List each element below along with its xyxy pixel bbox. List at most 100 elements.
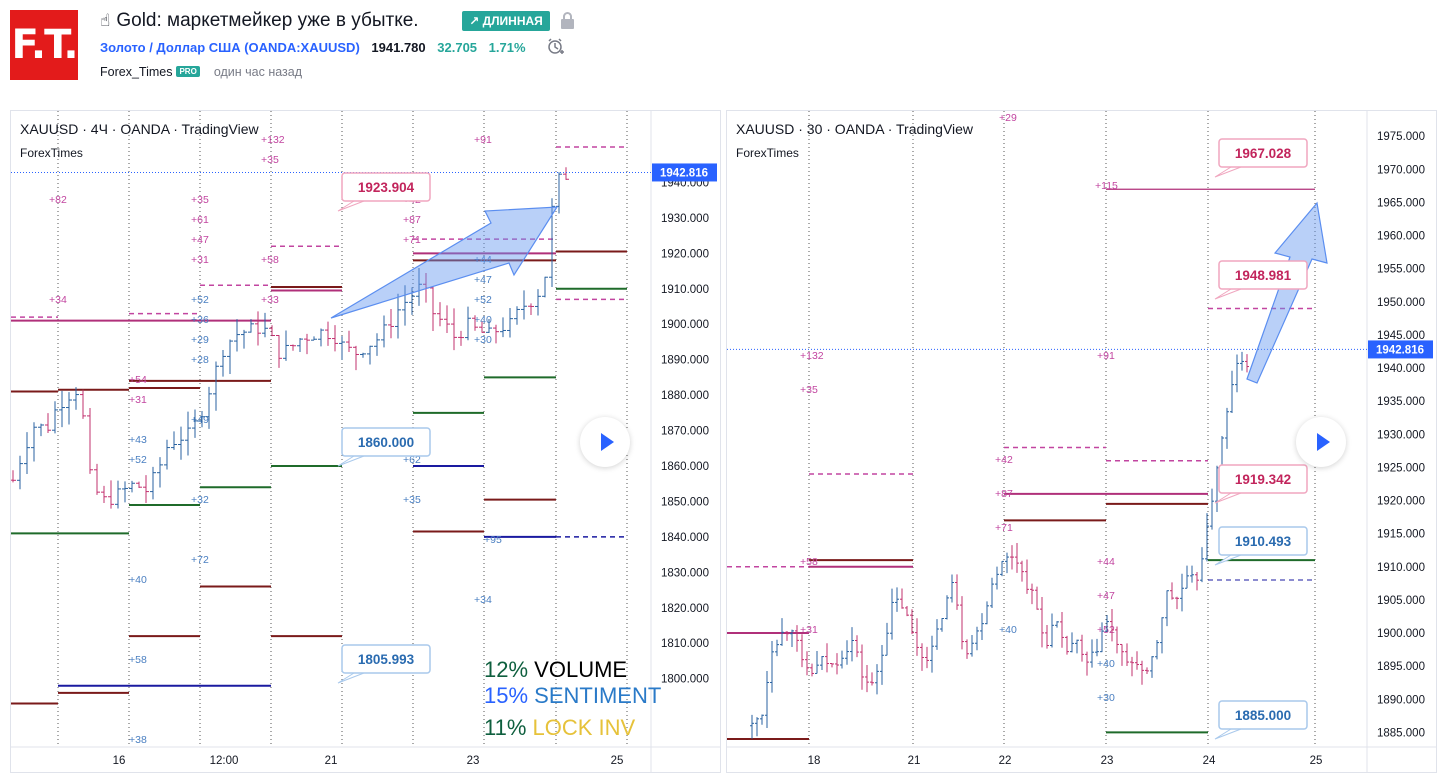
y-tick-label: 1955.000 (1377, 264, 1425, 276)
callout-box (1218, 138, 1308, 168)
forex-times-logo[interactable]: F.T. (10, 10, 79, 80)
level-count-label: +47 (1097, 590, 1115, 602)
x-tick-label: 21 (908, 755, 921, 767)
chart-30m-panel[interactable]: 1975.000 1970.000 1965.000 1960.000 1955.000… (726, 110, 1437, 773)
callout-box (341, 644, 431, 674)
price-change: 32.705 (437, 40, 478, 55)
chart-4h-panel[interactable]: 1940.000 1930.000 1920.000 1910.000 1900.000… (10, 110, 721, 773)
x-tick-label: 16 (113, 755, 126, 767)
level-count-label: +47 (474, 274, 492, 286)
last-price-tag-text: 1942.816 (1376, 344, 1424, 356)
callout-pointer (337, 200, 365, 212)
level-count-label: +87 (403, 214, 421, 226)
y-tick-label: 1850.000 (661, 496, 709, 508)
volume-overlay: 12% VOLUME (484, 657, 628, 682)
last-price-tag-text: 1942.816 (660, 167, 708, 179)
y-tick-label: 1800.000 (661, 674, 709, 686)
callout-pointer (337, 672, 365, 684)
level-count-label: +95 (484, 534, 502, 546)
level-count-label: +91 (1097, 350, 1115, 362)
chart-4h-legend: XAUUSD · 4Ч · OANDA · TradingView (20, 121, 259, 137)
y-tick-label: 1895.000 (1377, 661, 1425, 673)
level-count-label: +31 (129, 394, 147, 406)
level-count-label: +35 (403, 494, 421, 506)
level-count-label: +54 (129, 374, 147, 386)
y-tick-label: 1820.000 (661, 603, 709, 615)
y-tick-label: 1910.000 (661, 284, 709, 296)
level-count-label: +61 (191, 214, 209, 226)
level-count-label: +87 (995, 488, 1013, 500)
level-count-label: +31 (191, 254, 209, 266)
play-button[interactable] (1296, 417, 1346, 467)
level-count-label: +33 (261, 294, 279, 306)
x-tick-label: 12:00 (210, 755, 239, 767)
level-count-label: +31 (800, 624, 818, 636)
level-count-label: +36 (191, 314, 209, 326)
y-tick-label: 1915.000 (1377, 529, 1425, 541)
play-button[interactable] (580, 417, 630, 467)
callout-price: 1948.981 (1235, 268, 1292, 283)
level-count-label: +58 (129, 654, 147, 666)
author-name[interactable]: Forex_Times (100, 65, 173, 79)
alarm-clock-icon[interactable] (547, 38, 565, 56)
symbol-row: Золото / Доллар США (OANDA:XAUUSD) 1941.… (100, 40, 526, 55)
y-tick-label: 1920.000 (661, 248, 709, 260)
callout-box (341, 172, 431, 202)
level-count-label: +52 (1097, 624, 1115, 636)
x-tick-label: 23 (467, 755, 480, 767)
y-tick-label: 1965.000 (1377, 197, 1425, 209)
level-count-label: +30 (1097, 692, 1115, 704)
x-tick-label: 18 (808, 755, 821, 767)
callout-price: 1923.904 (358, 180, 415, 195)
y-tick-label: 1900.000 (1377, 628, 1425, 640)
callout-price: 1910.493 (1235, 534, 1292, 549)
x-tick-label: 23 (1101, 755, 1114, 767)
y-tick-label: 1945.000 (1377, 330, 1425, 342)
sentiment-overlay: 15% SENTIMENT (484, 683, 662, 708)
callout-box (341, 427, 431, 457)
level-count-label: +40 (1097, 658, 1115, 670)
price-change-pct: 1.71% (488, 40, 526, 55)
y-tick-label: 1975.000 (1377, 131, 1425, 143)
level-count-label: +71 (403, 234, 421, 246)
pointing-hand-icon: ☝ (100, 11, 111, 30)
y-tick-label: 1840.000 (661, 532, 709, 544)
chart-4h-author: ForexTimes (20, 146, 83, 160)
callout-price: 1919.342 (1235, 472, 1291, 487)
level-count-label: +72 (191, 554, 209, 566)
y-tick-label: 1925.000 (1377, 462, 1425, 474)
callout-box (1218, 526, 1308, 556)
level-count-label: +43 (129, 434, 147, 446)
idea-title-text: Gold: маркетмейкер уже в убытке. (116, 10, 419, 31)
x-tick-label: 24 (1203, 755, 1216, 767)
symbol-link[interactable]: Золото / Доллар США (OANDA:XAUUSD) (100, 40, 360, 55)
chart-30m-svg[interactable]: 1975.000 1970.000 1965.000 1960.000 1955.000… (727, 111, 1437, 773)
level-count-label: +29 (191, 334, 209, 346)
x-tick-label: 22 (999, 755, 1012, 767)
level-count-label: +28 (191, 354, 209, 366)
callout-pointer (1214, 728, 1242, 740)
y-tick-label: 1880.000 (661, 390, 709, 402)
lockinv-overlay: 11% LOCK INV (484, 715, 636, 740)
direction-badge: ↗ ДЛИННАЯ (462, 11, 550, 31)
level-count-label: +52 (129, 454, 147, 466)
level-count-label: +29 (999, 112, 1017, 124)
level-count-label: +40 (129, 574, 147, 586)
callout-price: 1860.000 (358, 435, 414, 450)
y-tick-label: 1950.000 (1377, 297, 1425, 309)
play-icon (601, 433, 614, 451)
callout-box (1218, 260, 1308, 290)
callout-box (1218, 464, 1308, 494)
chart-4h-svg[interactable]: 1940.0001930.0001920.0001910.0001900.000… (11, 111, 721, 773)
last-price: 1941.780 (371, 40, 426, 55)
callout-pointer (1214, 166, 1242, 178)
y-tick-label: 1885.000 (1377, 727, 1425, 739)
callout-price: 1805.993 (358, 652, 415, 667)
lock-icon (561, 12, 574, 29)
level-count-label: +32 (191, 494, 209, 506)
callout-price: 1885.000 (1235, 708, 1291, 723)
y-tick-label: 1890.000 (661, 355, 709, 367)
y-tick-label: 1920.000 (1377, 496, 1425, 508)
level-count-label: +71 (995, 522, 1013, 534)
level-count-label: +132 (261, 134, 285, 146)
